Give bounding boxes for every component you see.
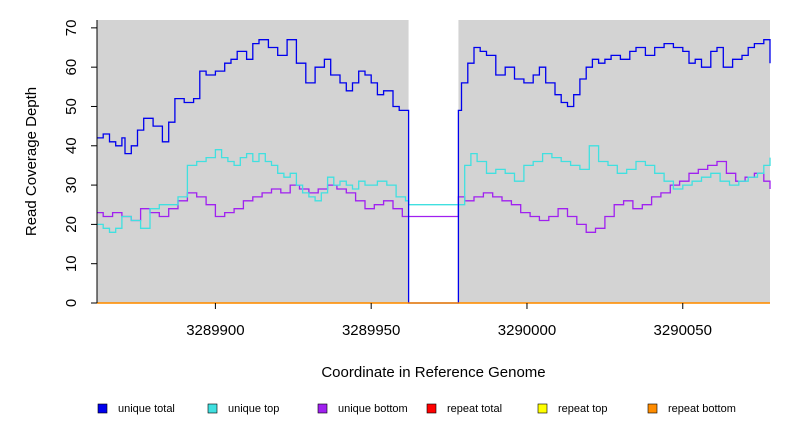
x-tick-label: 3290000 [498, 322, 556, 339]
legend-label-repeat-bottom: repeat bottom [668, 403, 736, 415]
x-tick-label: 3290050 [654, 322, 712, 339]
x-tick-label: 3289950 [342, 322, 400, 339]
legend-swatch-repeat-total [426, 403, 437, 414]
legend-swatch-repeat-bottom [647, 403, 658, 414]
y-tick-label: 20 [63, 216, 80, 233]
y-tick-label: 60 [63, 59, 80, 76]
legend-swatch-unique-top [207, 403, 218, 414]
legend-label-unique-top: unique top [228, 403, 279, 415]
legend-swatch-unique-bottom [317, 403, 328, 414]
y-tick-label: 40 [63, 137, 80, 154]
y-tick-label: 0 [63, 299, 80, 307]
y-tick-label: 30 [63, 177, 80, 194]
legend-label-unique-bottom: unique bottom [338, 403, 408, 415]
legend-label-repeat-top: repeat top [558, 403, 608, 415]
y-tick-label: 70 [63, 20, 80, 37]
legend-swatch-repeat-top [537, 403, 548, 414]
legend-label-unique-total: unique total [118, 403, 175, 415]
y-tick-label: 10 [63, 255, 80, 272]
series-line-unique-top [97, 145, 771, 233]
legend-swatch-unique-total [97, 403, 108, 414]
y-axis-title: Read Coverage Depth [23, 87, 40, 236]
series-lines [97, 39, 771, 304]
x-tick-label: 3289900 [186, 322, 244, 339]
legend-label-repeat-total: repeat total [447, 403, 502, 415]
x-axis-title: Coordinate in Reference Genome [321, 364, 545, 381]
plot-background [97, 20, 770, 303]
legend: unique total unique top unique bottom repea… [97, 403, 736, 415]
y-tick-label: 50 [63, 98, 80, 115]
axes: 0 10 20 30 40 50 60 70 3289900 3289950 3290000 3290… [63, 20, 712, 339]
coverage-gap [408, 20, 459, 303]
